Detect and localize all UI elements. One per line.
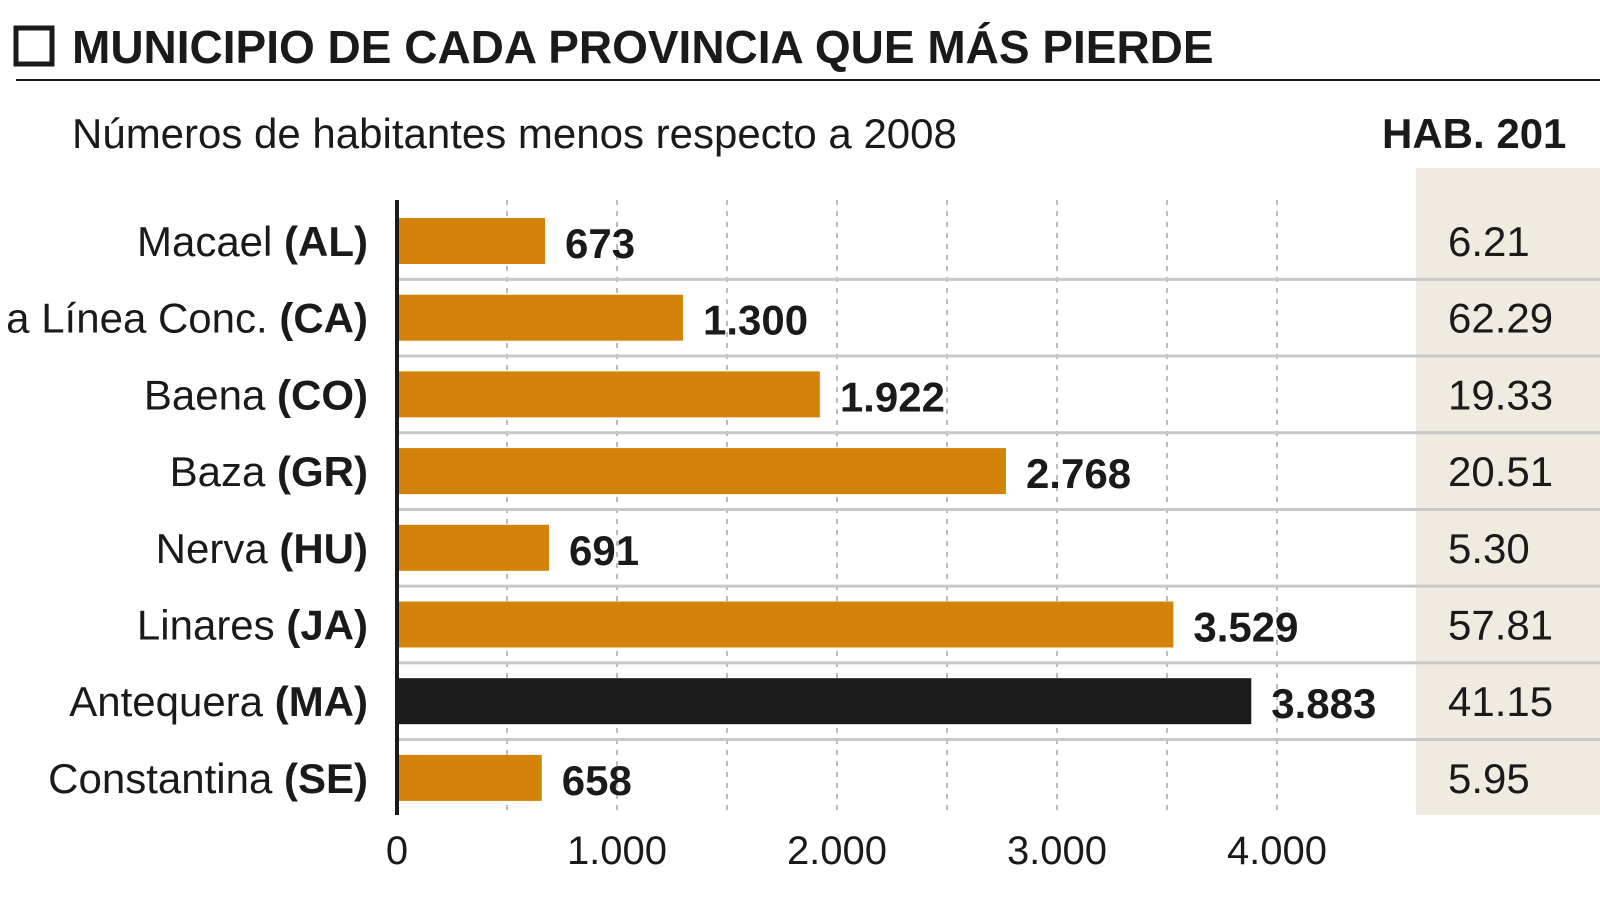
side-column-value: 62.29 — [1448, 295, 1553, 342]
value-label: 1.922 — [840, 373, 945, 420]
municipality-name: a Línea Conc. — [6, 295, 279, 342]
bar — [397, 754, 542, 801]
bar — [397, 524, 550, 571]
bar-row: Baza (GR) 2.768 20.51 — [170, 448, 1553, 497]
province-code: (SE) — [284, 755, 368, 802]
x-tick-label: 0 — [386, 829, 408, 873]
province-code: (JA) — [286, 602, 368, 649]
bar-row: a Línea Conc. (CA) 1.300 62.29 — [6, 294, 1553, 344]
x-tick-label: 3.000 — [1007, 829, 1107, 873]
bar — [397, 448, 1006, 495]
province-code: (AL) — [284, 218, 368, 265]
municipality-name: Baza — [170, 448, 277, 495]
side-column-value: 41.15 — [1448, 678, 1553, 725]
municipality-name: Macael — [137, 218, 284, 265]
side-column-value: 5.30 — [1448, 525, 1530, 572]
category-label: Baza (GR) — [170, 448, 368, 495]
bar-row: Antequera (MA) 3.883 41.15 — [69, 678, 1553, 727]
municipality-name: Nerva — [156, 525, 280, 572]
province-code: (MA) — [275, 678, 368, 725]
side-column-value: 6.21 — [1448, 218, 1530, 265]
value-label: 1.300 — [703, 297, 808, 344]
bar — [397, 601, 1174, 648]
bar — [397, 294, 683, 341]
x-tick-label: 1.000 — [567, 829, 667, 873]
bar — [397, 678, 1252, 725]
province-code: (CO) — [277, 371, 368, 418]
side-column-value: 57.81 — [1448, 602, 1553, 649]
bar-row: Nerva (HU) 691 5.30 — [156, 524, 1530, 574]
value-label: 658 — [562, 757, 632, 804]
municipality-name: Linares — [137, 602, 286, 649]
municipality-name: Baena — [144, 371, 277, 418]
category-label: Linares (JA) — [137, 602, 368, 649]
value-label: 3.529 — [1193, 604, 1298, 651]
municipality-name: Constantina — [48, 755, 284, 802]
side-column-header: HAB. 201 — [1382, 110, 1566, 157]
bar — [397, 371, 820, 418]
side-column-value: 5.95 — [1448, 755, 1530, 802]
category-label: a Línea Conc. (CA) — [6, 295, 368, 342]
bar-row: Constantina (SE) 658 5.95 — [48, 754, 1530, 804]
side-column-value: 20.51 — [1448, 448, 1553, 495]
province-code: (GR) — [277, 448, 368, 495]
x-tick-label: 2.000 — [787, 829, 887, 873]
bar-row: Macael (AL) 673 6.21 — [137, 218, 1530, 267]
side-column-bg — [1416, 168, 1600, 815]
x-tick-label: 4.000 — [1227, 829, 1327, 873]
bar-row: Linares (JA) 3.529 57.81 — [137, 601, 1553, 651]
title-checkbox-icon — [13, 25, 55, 67]
value-label: 673 — [565, 220, 635, 267]
category-label: Baena (CO) — [144, 371, 368, 418]
category-label: Macael (AL) — [137, 218, 368, 265]
value-label: 691 — [569, 527, 639, 574]
chart-title: MUNICIPIO DE CADA PROVINCIA QUE MÁS PIER… — [72, 21, 1214, 73]
category-label: Constantina (SE) — [48, 755, 368, 802]
bar — [397, 218, 546, 264]
chart-subtitle: Números de habitantes menos respecto a 2… — [72, 110, 957, 157]
province-code: (CA) — [279, 295, 368, 342]
province-code: (HU) — [279, 525, 368, 572]
value-label: 2.768 — [1026, 450, 1131, 497]
municipality-name: Antequera — [69, 678, 275, 725]
bar-row: Baena (CO) 1.922 19.33 — [144, 371, 1553, 420]
category-label: Nerva (HU) — [156, 525, 368, 572]
category-label: Antequera (MA) — [69, 678, 368, 725]
side-column-value: 19.33 — [1448, 371, 1553, 418]
value-label: 3.883 — [1271, 680, 1376, 727]
